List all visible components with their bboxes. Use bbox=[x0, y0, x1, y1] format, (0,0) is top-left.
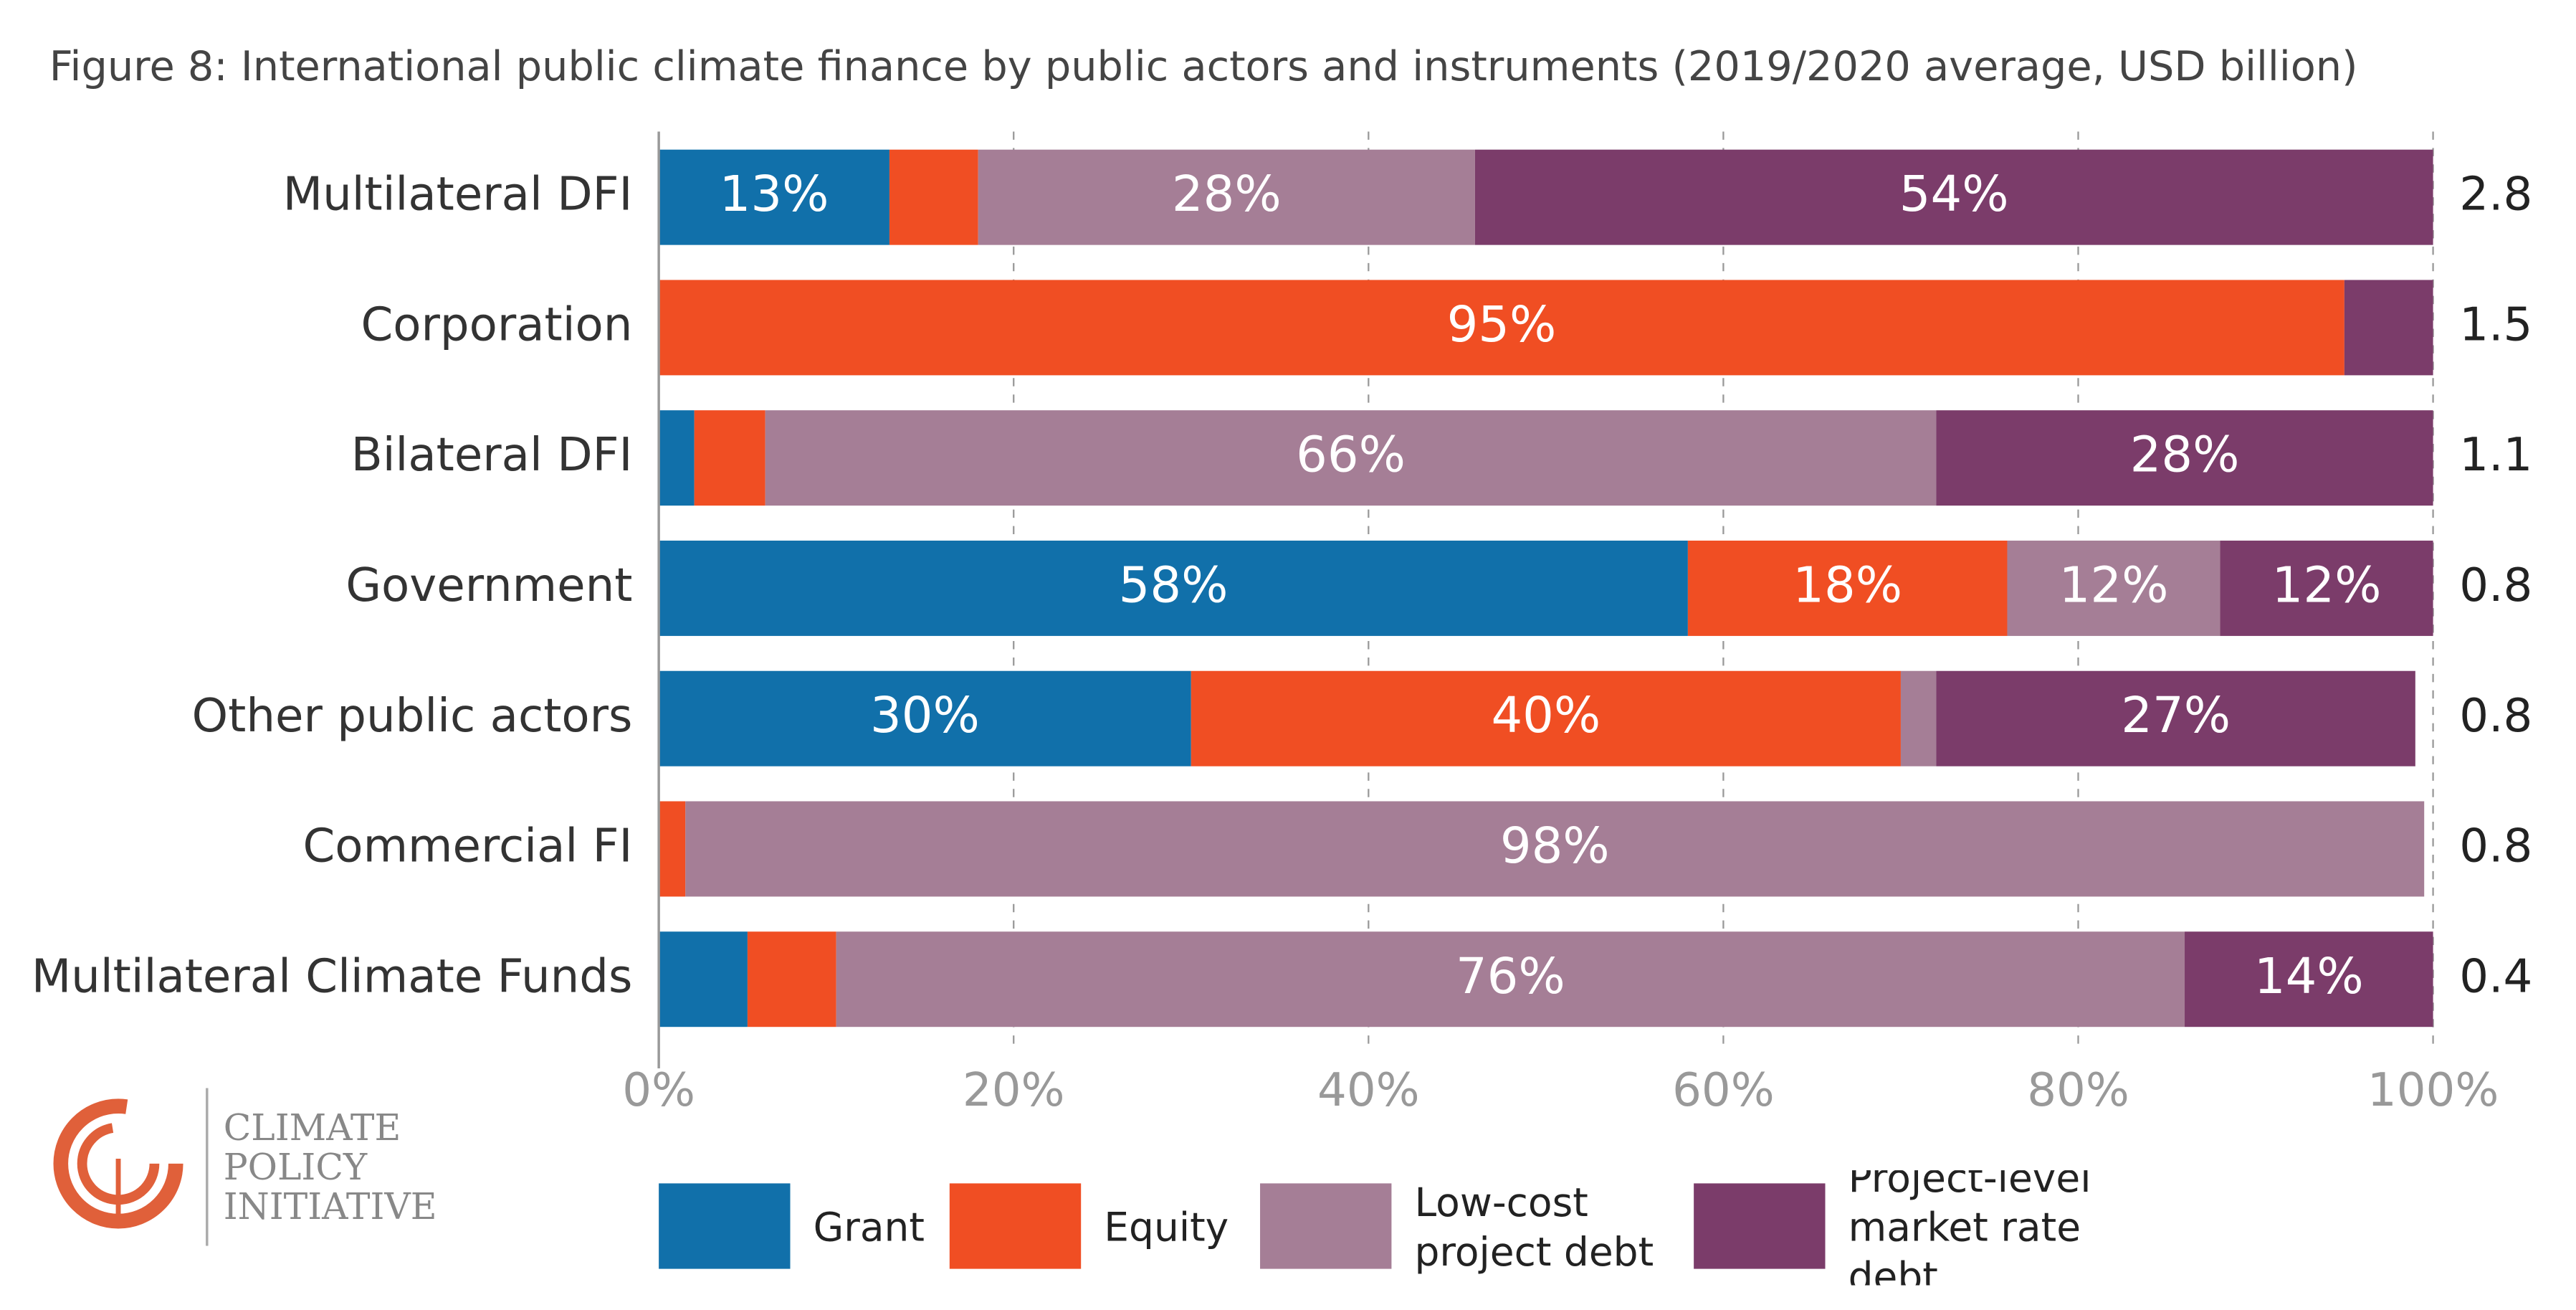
bar-segment bbox=[659, 280, 2344, 376]
category-label: Multilateral DFI bbox=[283, 168, 633, 222]
bar-segment bbox=[659, 540, 1688, 636]
bar-segment bbox=[659, 931, 748, 1027]
legend-label-box: Equity bbox=[1104, 1205, 1229, 1251]
category-label: Bilateral DFI bbox=[351, 428, 633, 482]
bar-segment bbox=[659, 801, 686, 897]
value-label: 27% bbox=[2121, 687, 2231, 744]
bar-segment bbox=[1900, 670, 1937, 766]
legend-label: Equity bbox=[1104, 1205, 1229, 1251]
bar-segment bbox=[765, 410, 1937, 506]
total-label: 0.8 bbox=[2459, 820, 2532, 873]
chart-title: Figure 8: International public climate f… bbox=[49, 42, 2358, 90]
bar-segment bbox=[1474, 149, 2433, 245]
total-label: 0.8 bbox=[2459, 689, 2532, 743]
total-label: 0.8 bbox=[2459, 559, 2532, 612]
value-label: 14% bbox=[2254, 948, 2364, 1005]
bar-segment bbox=[1687, 540, 2008, 636]
legend-label: Low-cost project debt bbox=[1414, 1180, 1654, 1276]
bar-segment bbox=[685, 801, 2425, 897]
category-label: Government bbox=[345, 559, 632, 612]
value-label: 13% bbox=[720, 166, 829, 223]
bar-segment bbox=[836, 931, 2185, 1027]
category-label: Other public actors bbox=[192, 689, 633, 743]
bar-segment bbox=[694, 410, 765, 506]
total-label: 2.8 bbox=[2459, 168, 2532, 222]
logo-text: POLICY bbox=[224, 1146, 368, 1188]
legend-label-box: Project-level market rate debt bbox=[1848, 1170, 2091, 1286]
x-tick-label: 40% bbox=[1317, 1063, 1420, 1117]
legend-swatch bbox=[1260, 1183, 1392, 1269]
bar-segment bbox=[747, 931, 836, 1027]
value-label: 28% bbox=[2130, 427, 2240, 484]
logo-mark bbox=[53, 1098, 183, 1229]
x-tick-label: 80% bbox=[2027, 1063, 2129, 1117]
category-label: Corporation bbox=[361, 298, 632, 351]
bar-segment bbox=[1936, 670, 2415, 766]
legend-swatch bbox=[659, 1183, 791, 1269]
category-label: Multilateral Climate Funds bbox=[32, 949, 633, 1003]
logo-text: INITIATIVE bbox=[224, 1185, 437, 1228]
bar-segment bbox=[2185, 931, 2433, 1027]
value-label: 66% bbox=[1296, 427, 1406, 484]
value-label: 12% bbox=[2272, 556, 2382, 614]
legend-label: Grant bbox=[813, 1205, 925, 1251]
x-tick-label: 0% bbox=[622, 1063, 695, 1117]
legend-label-box: Grant bbox=[813, 1205, 925, 1251]
x-tick-label: 20% bbox=[963, 1063, 1065, 1117]
bar-segment bbox=[2344, 280, 2433, 376]
legend-swatch bbox=[949, 1183, 1082, 1269]
value-label: 30% bbox=[870, 687, 980, 744]
bar-segment bbox=[1936, 410, 2433, 506]
category-label: Commercial FI bbox=[303, 820, 633, 873]
value-label: 12% bbox=[2059, 556, 2169, 614]
value-label: 28% bbox=[1172, 166, 1282, 223]
value-label: 58% bbox=[1119, 556, 1229, 614]
bar-segment bbox=[889, 149, 978, 245]
value-label: 18% bbox=[1793, 556, 1902, 614]
bar-segment bbox=[1191, 670, 1901, 766]
bar-segment bbox=[659, 670, 1191, 766]
total-label: 1.1 bbox=[2459, 428, 2532, 482]
bar-segment bbox=[659, 410, 695, 506]
x-tick-label: 60% bbox=[1672, 1063, 1775, 1117]
value-label: 40% bbox=[1491, 687, 1601, 744]
bar-segment bbox=[2007, 540, 2220, 636]
x-tick-label: 100% bbox=[2367, 1063, 2499, 1117]
value-label: 54% bbox=[1899, 166, 2009, 223]
value-label: 76% bbox=[1456, 948, 1565, 1005]
legend-swatch bbox=[1694, 1183, 1826, 1269]
logo-text: CLIMATE bbox=[224, 1106, 401, 1149]
total-label: 1.5 bbox=[2459, 298, 2532, 351]
legend-label: Project-level market rate debt bbox=[1848, 1170, 2091, 1286]
value-label: 95% bbox=[1447, 296, 1557, 353]
value-label: 98% bbox=[1500, 817, 1610, 875]
bar-segment bbox=[2220, 540, 2433, 636]
legend-label-box: Low-cost project debt bbox=[1414, 1180, 1654, 1276]
bar-segment bbox=[659, 149, 889, 245]
total-label: 0.4 bbox=[2459, 949, 2532, 1003]
bar-segment bbox=[978, 149, 1475, 245]
